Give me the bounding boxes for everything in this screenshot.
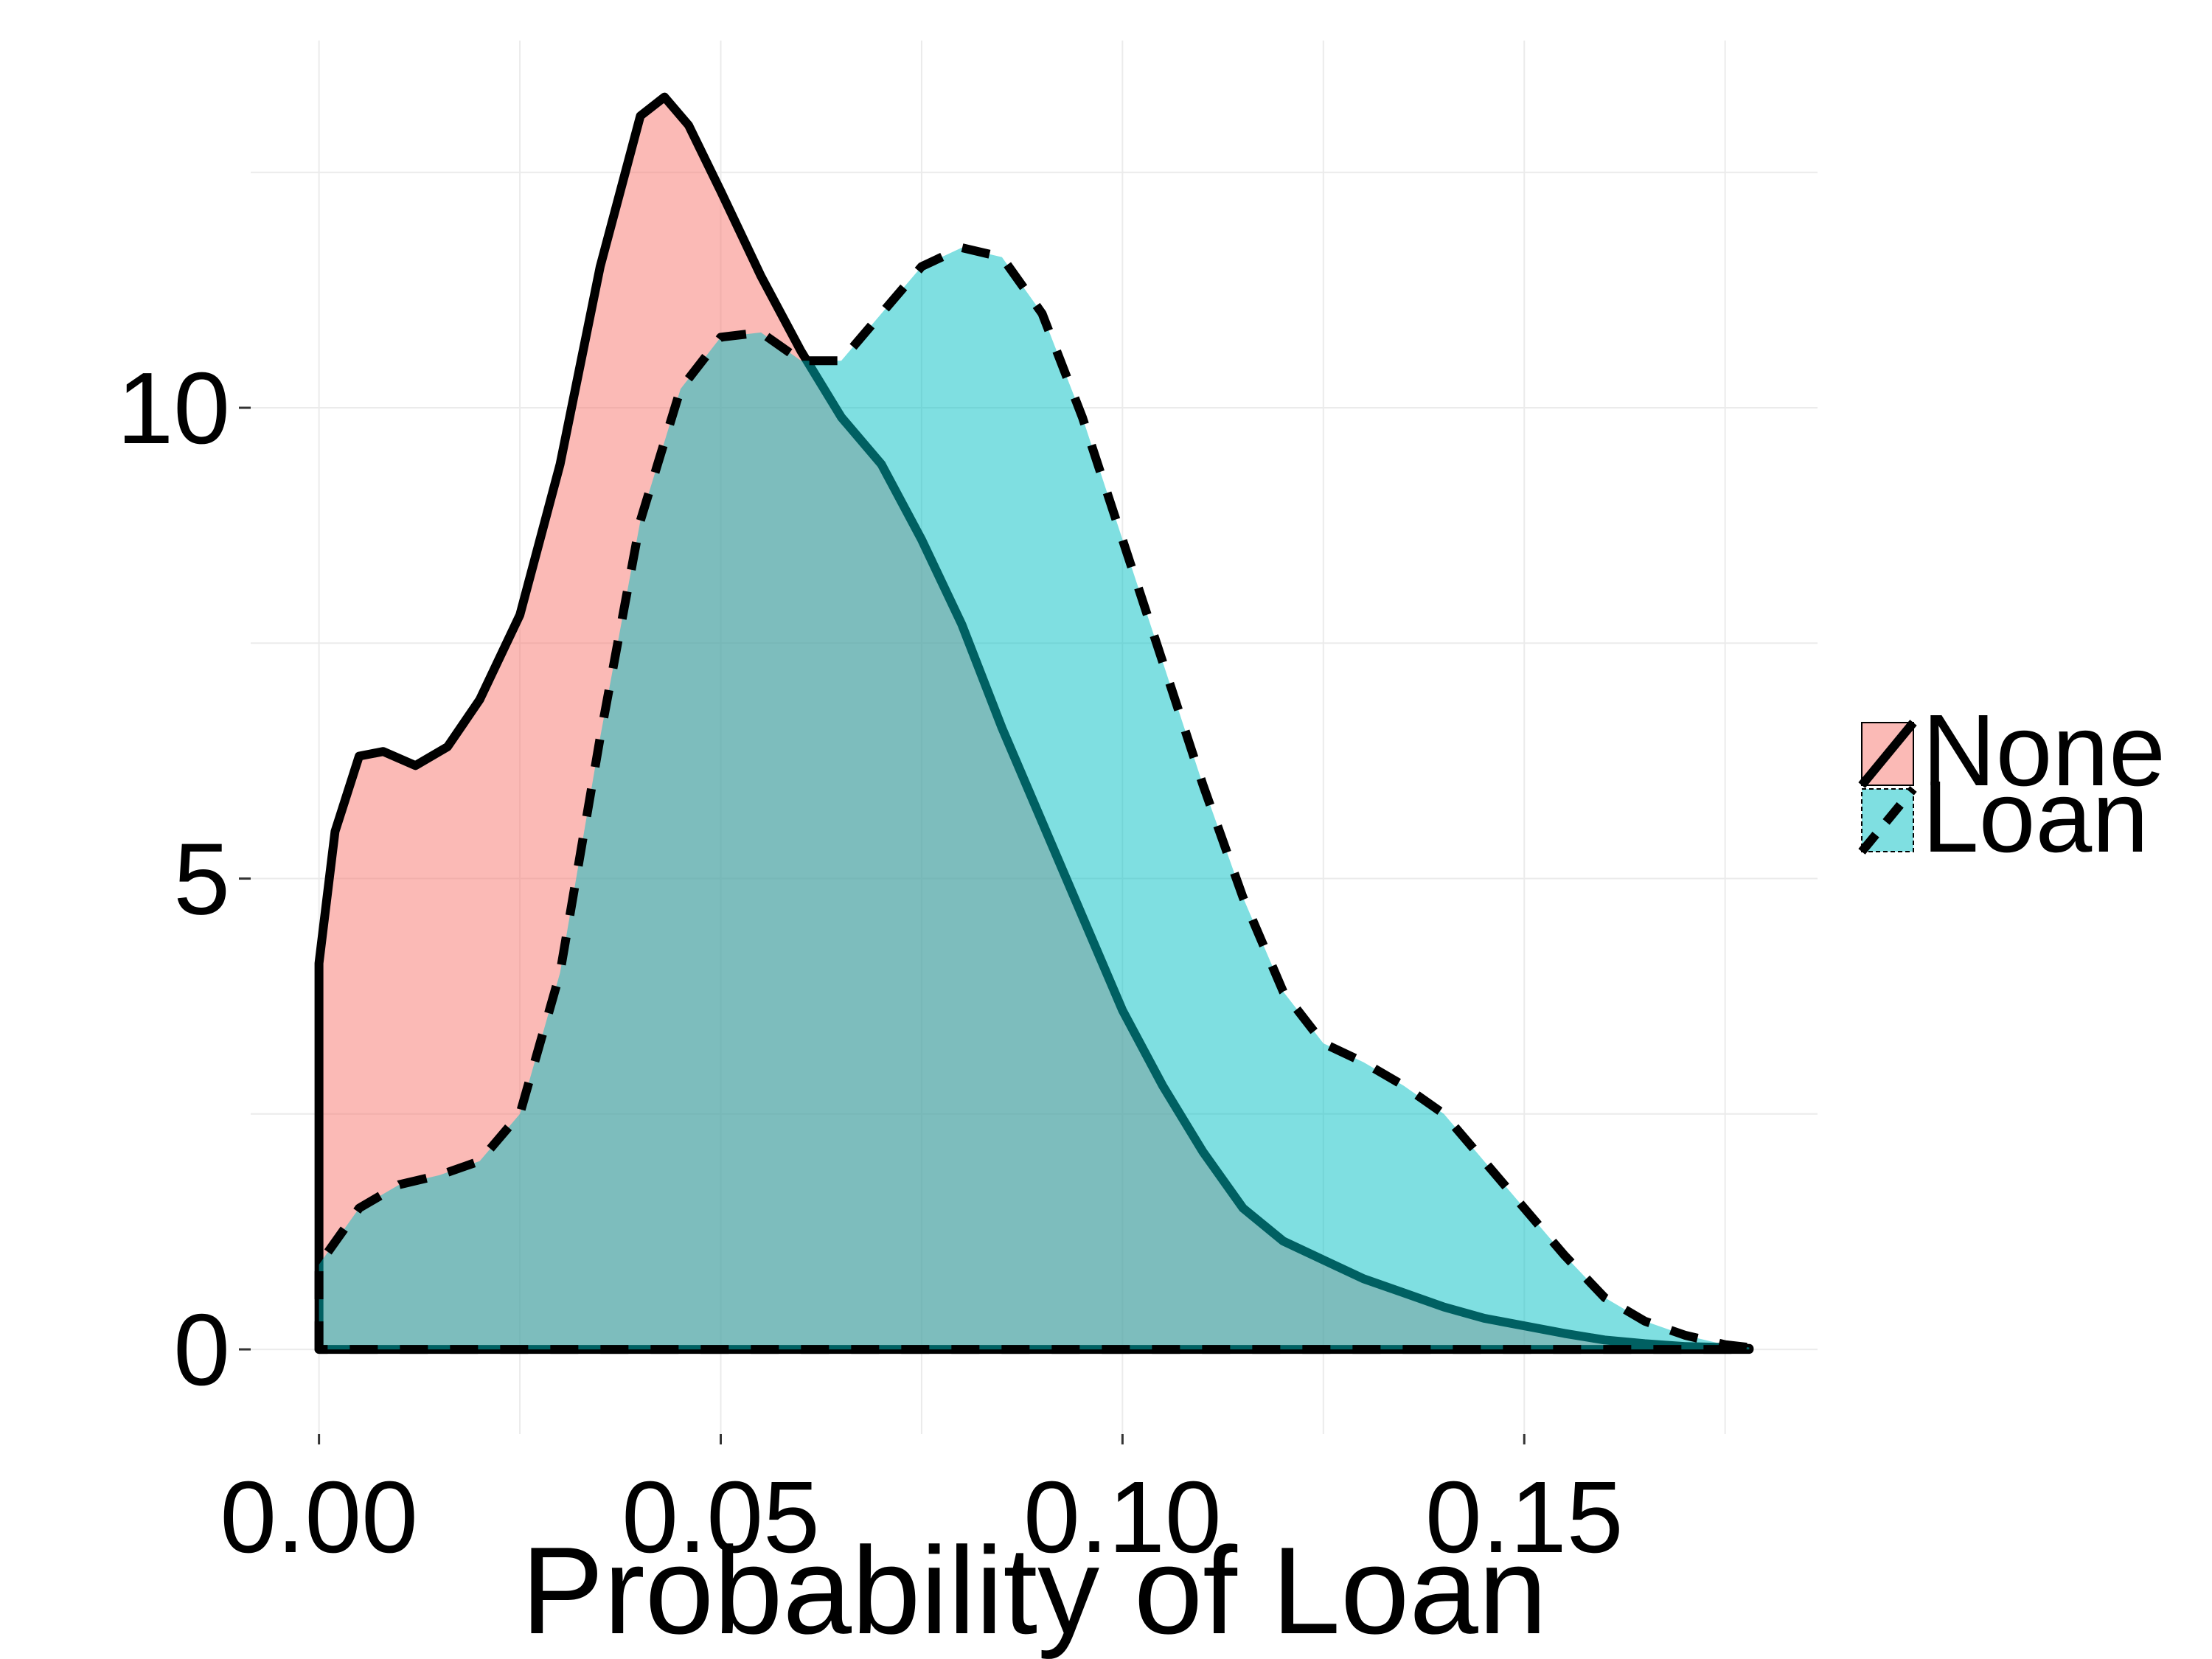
legend-label-loan: Loan	[1922, 760, 2149, 874]
density-line-loan	[314, 243, 1754, 1354]
y-axis: 0 5 10	[117, 352, 251, 1407]
y-tick-label: 0	[173, 1293, 230, 1407]
legend-label-none: None	[1922, 694, 2166, 807]
x-tick-label: 0.15	[1425, 1461, 1624, 1574]
x-tick-label: 0.05	[622, 1461, 820, 1574]
x-tick-label: 0.00	[220, 1461, 418, 1574]
legend-line-loan	[1858, 786, 1917, 855]
density-area-loan	[319, 247, 1750, 1350]
x-tick-label: 0.10	[1023, 1461, 1222, 1574]
x-axis-title: Probability of Loan	[521, 1521, 1548, 1659]
density-series	[314, 92, 1754, 1354]
y-tick-label: 5	[173, 823, 230, 936]
y-tick-label: 10	[117, 352, 231, 465]
legend-line-none	[1858, 720, 1917, 788]
x-axis: 0.00 0.05 0.10 0.15	[220, 1434, 1624, 1574]
